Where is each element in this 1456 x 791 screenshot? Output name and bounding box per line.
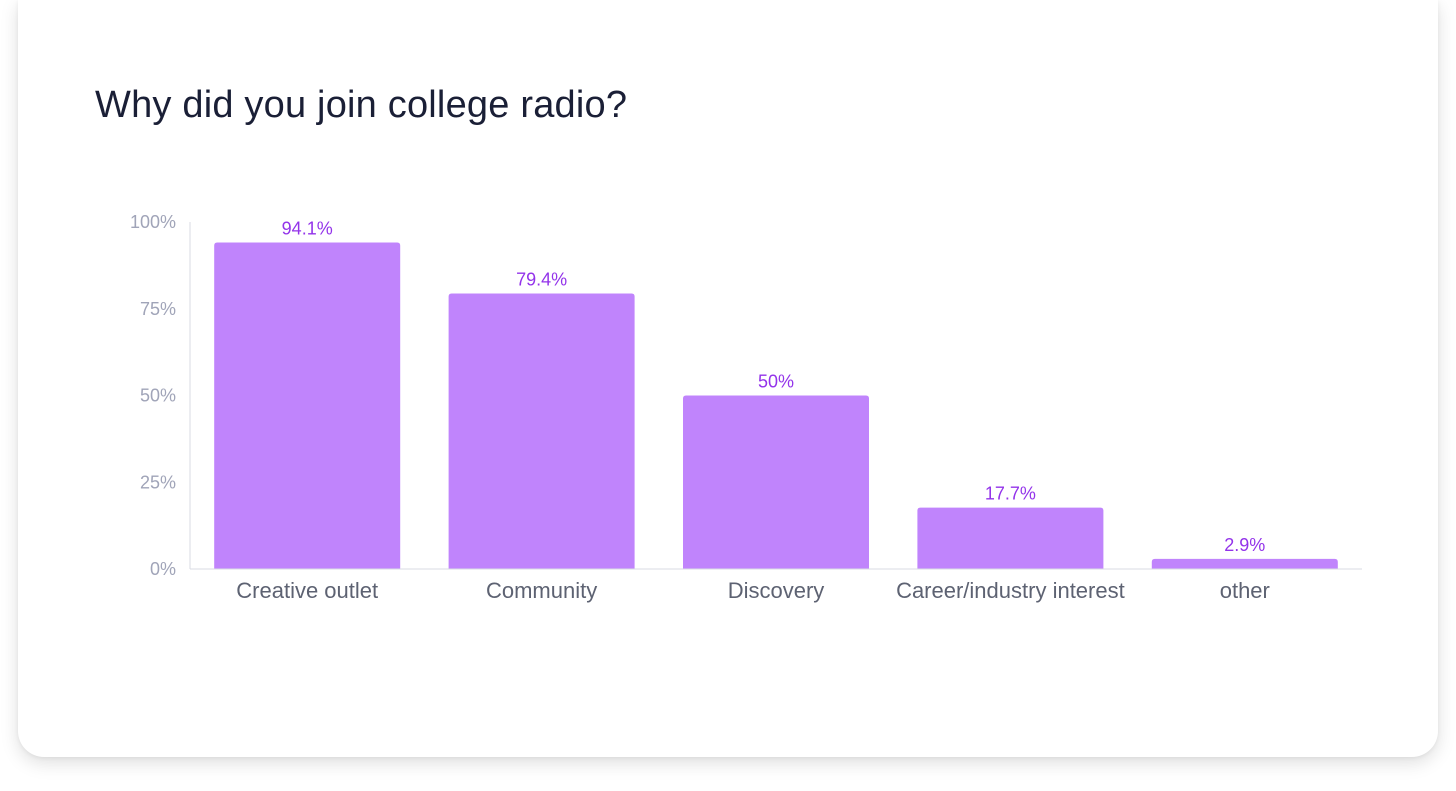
data-label: 79.4% [516,269,567,289]
y-tick-label: 100% [130,212,176,232]
x-tick-label: other [1220,578,1270,603]
x-axis: Creative outlet Community Discovery Career/… [190,568,1362,603]
y-tick-label: 25% [140,472,176,492]
bar[interactable] [1151,558,1338,569]
y-tick-label: 0% [150,559,176,579]
data-label: 2.9% [1224,535,1265,555]
chart-title: Why did you join college radio? [95,84,628,126]
x-tick-label: Creative outlet [236,578,378,603]
bar[interactable] [917,507,1104,569]
x-tick-label: Community [486,578,597,603]
data-label: 17.7% [985,484,1036,504]
data-label: 94.1% [282,218,333,238]
bar[interactable] [448,293,635,569]
data-labels: 94.1% 79.4% 50% 17.7% 2.9% [282,218,1266,554]
bar[interactable] [214,242,401,569]
y-tick-label: 75% [140,299,176,319]
data-label: 50% [758,372,794,392]
y-axis: 0% 25% 50% 75% 100% [130,212,191,579]
bars [214,242,1338,569]
x-tick-label: Career/industry interest [896,578,1125,603]
bar[interactable] [683,395,869,570]
x-tick-label: Discovery [728,578,825,603]
y-tick-label: 50% [140,386,176,406]
